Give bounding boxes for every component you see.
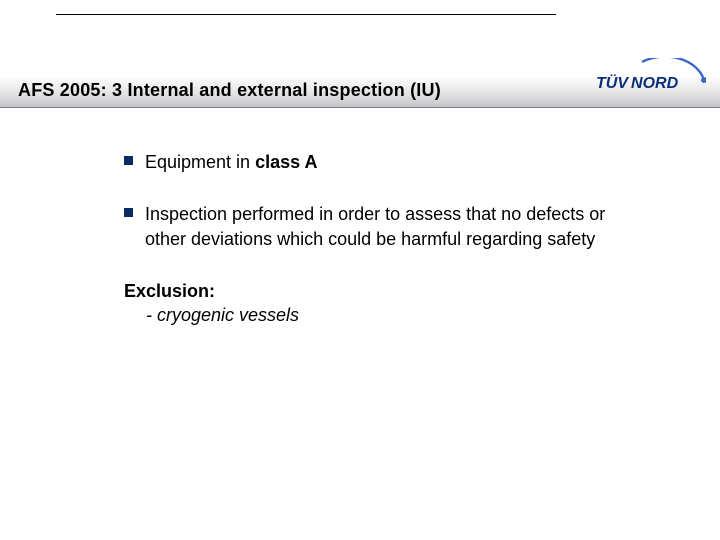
square-bullet-icon	[124, 208, 133, 217]
top-rule	[56, 14, 556, 15]
exclusion-item-prefix: -	[146, 305, 157, 325]
body-content: Equipment in class A Inspection performe…	[124, 150, 644, 327]
exclusion-item-text: cryogenic vessels	[157, 305, 299, 325]
logo-text: TÜVNORD	[596, 73, 679, 92]
bullet-text-pre: Equipment in	[145, 152, 255, 172]
exclusion-block: Exclusion: - cryogenic vessels	[124, 279, 644, 328]
bullet-item: Equipment in class A	[124, 150, 644, 174]
logo-arc-dot-icon	[701, 77, 706, 83]
bullet-item: Inspection performed in order to assess …	[124, 202, 644, 251]
slide: AFS 2005: 3 Internal and external inspec…	[0, 0, 720, 540]
bullet-text-pre: Inspection performed in order to assess …	[145, 204, 605, 248]
bullet-text: Equipment in class A	[145, 150, 644, 174]
brand-logo: TÜVNORD	[588, 58, 706, 102]
bullet-text-bold: class A	[255, 152, 317, 172]
bullet-text: Inspection performed in order to assess …	[145, 202, 644, 251]
square-bullet-icon	[124, 156, 133, 165]
exclusion-label: Exclusion:	[124, 279, 644, 303]
exclusion-item: - cryogenic vessels	[124, 303, 644, 327]
slide-title: AFS 2005: 3 Internal and external inspec…	[18, 80, 441, 101]
